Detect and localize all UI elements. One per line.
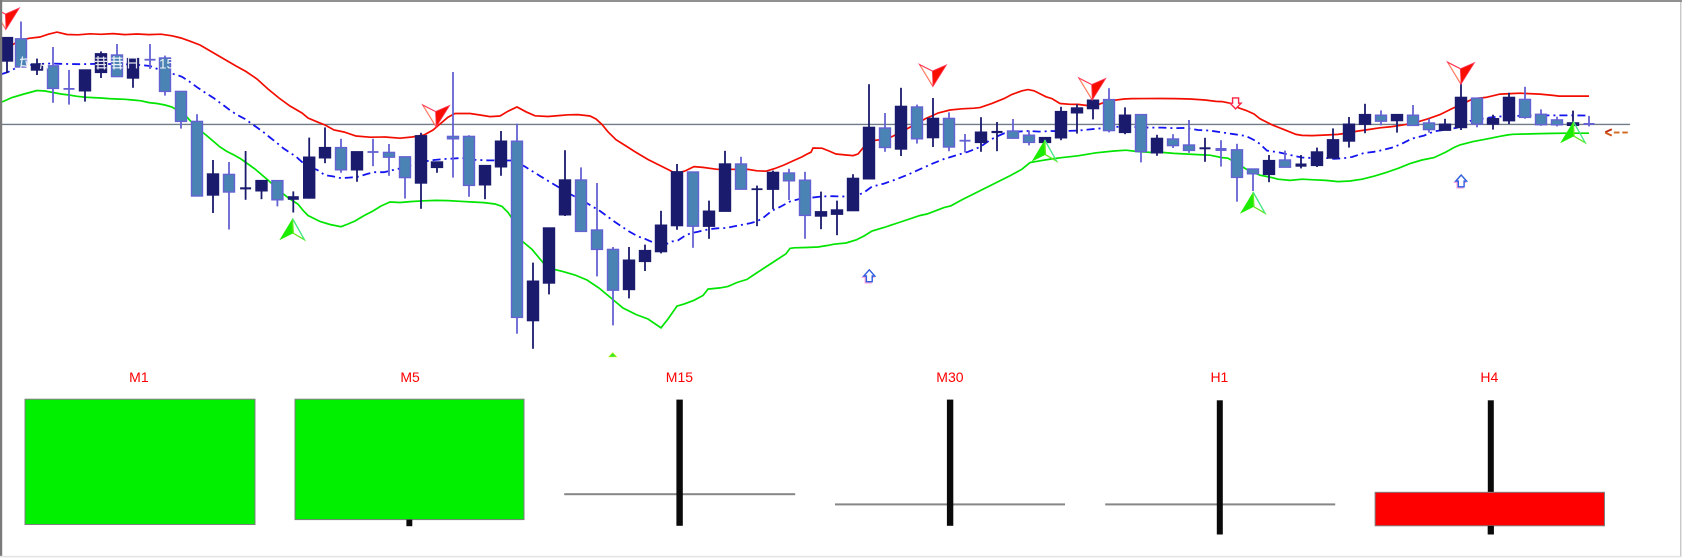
svg-text:H4: H4	[1480, 369, 1498, 385]
svg-text:H1: H1	[1210, 369, 1228, 385]
svg-text:M30: M30	[936, 369, 963, 385]
svg-text:M15: M15	[666, 369, 693, 385]
svg-text:M1: M1	[129, 369, 149, 385]
svg-text:15: 15	[159, 57, 174, 72]
svg-text:M5: M5	[400, 369, 420, 385]
